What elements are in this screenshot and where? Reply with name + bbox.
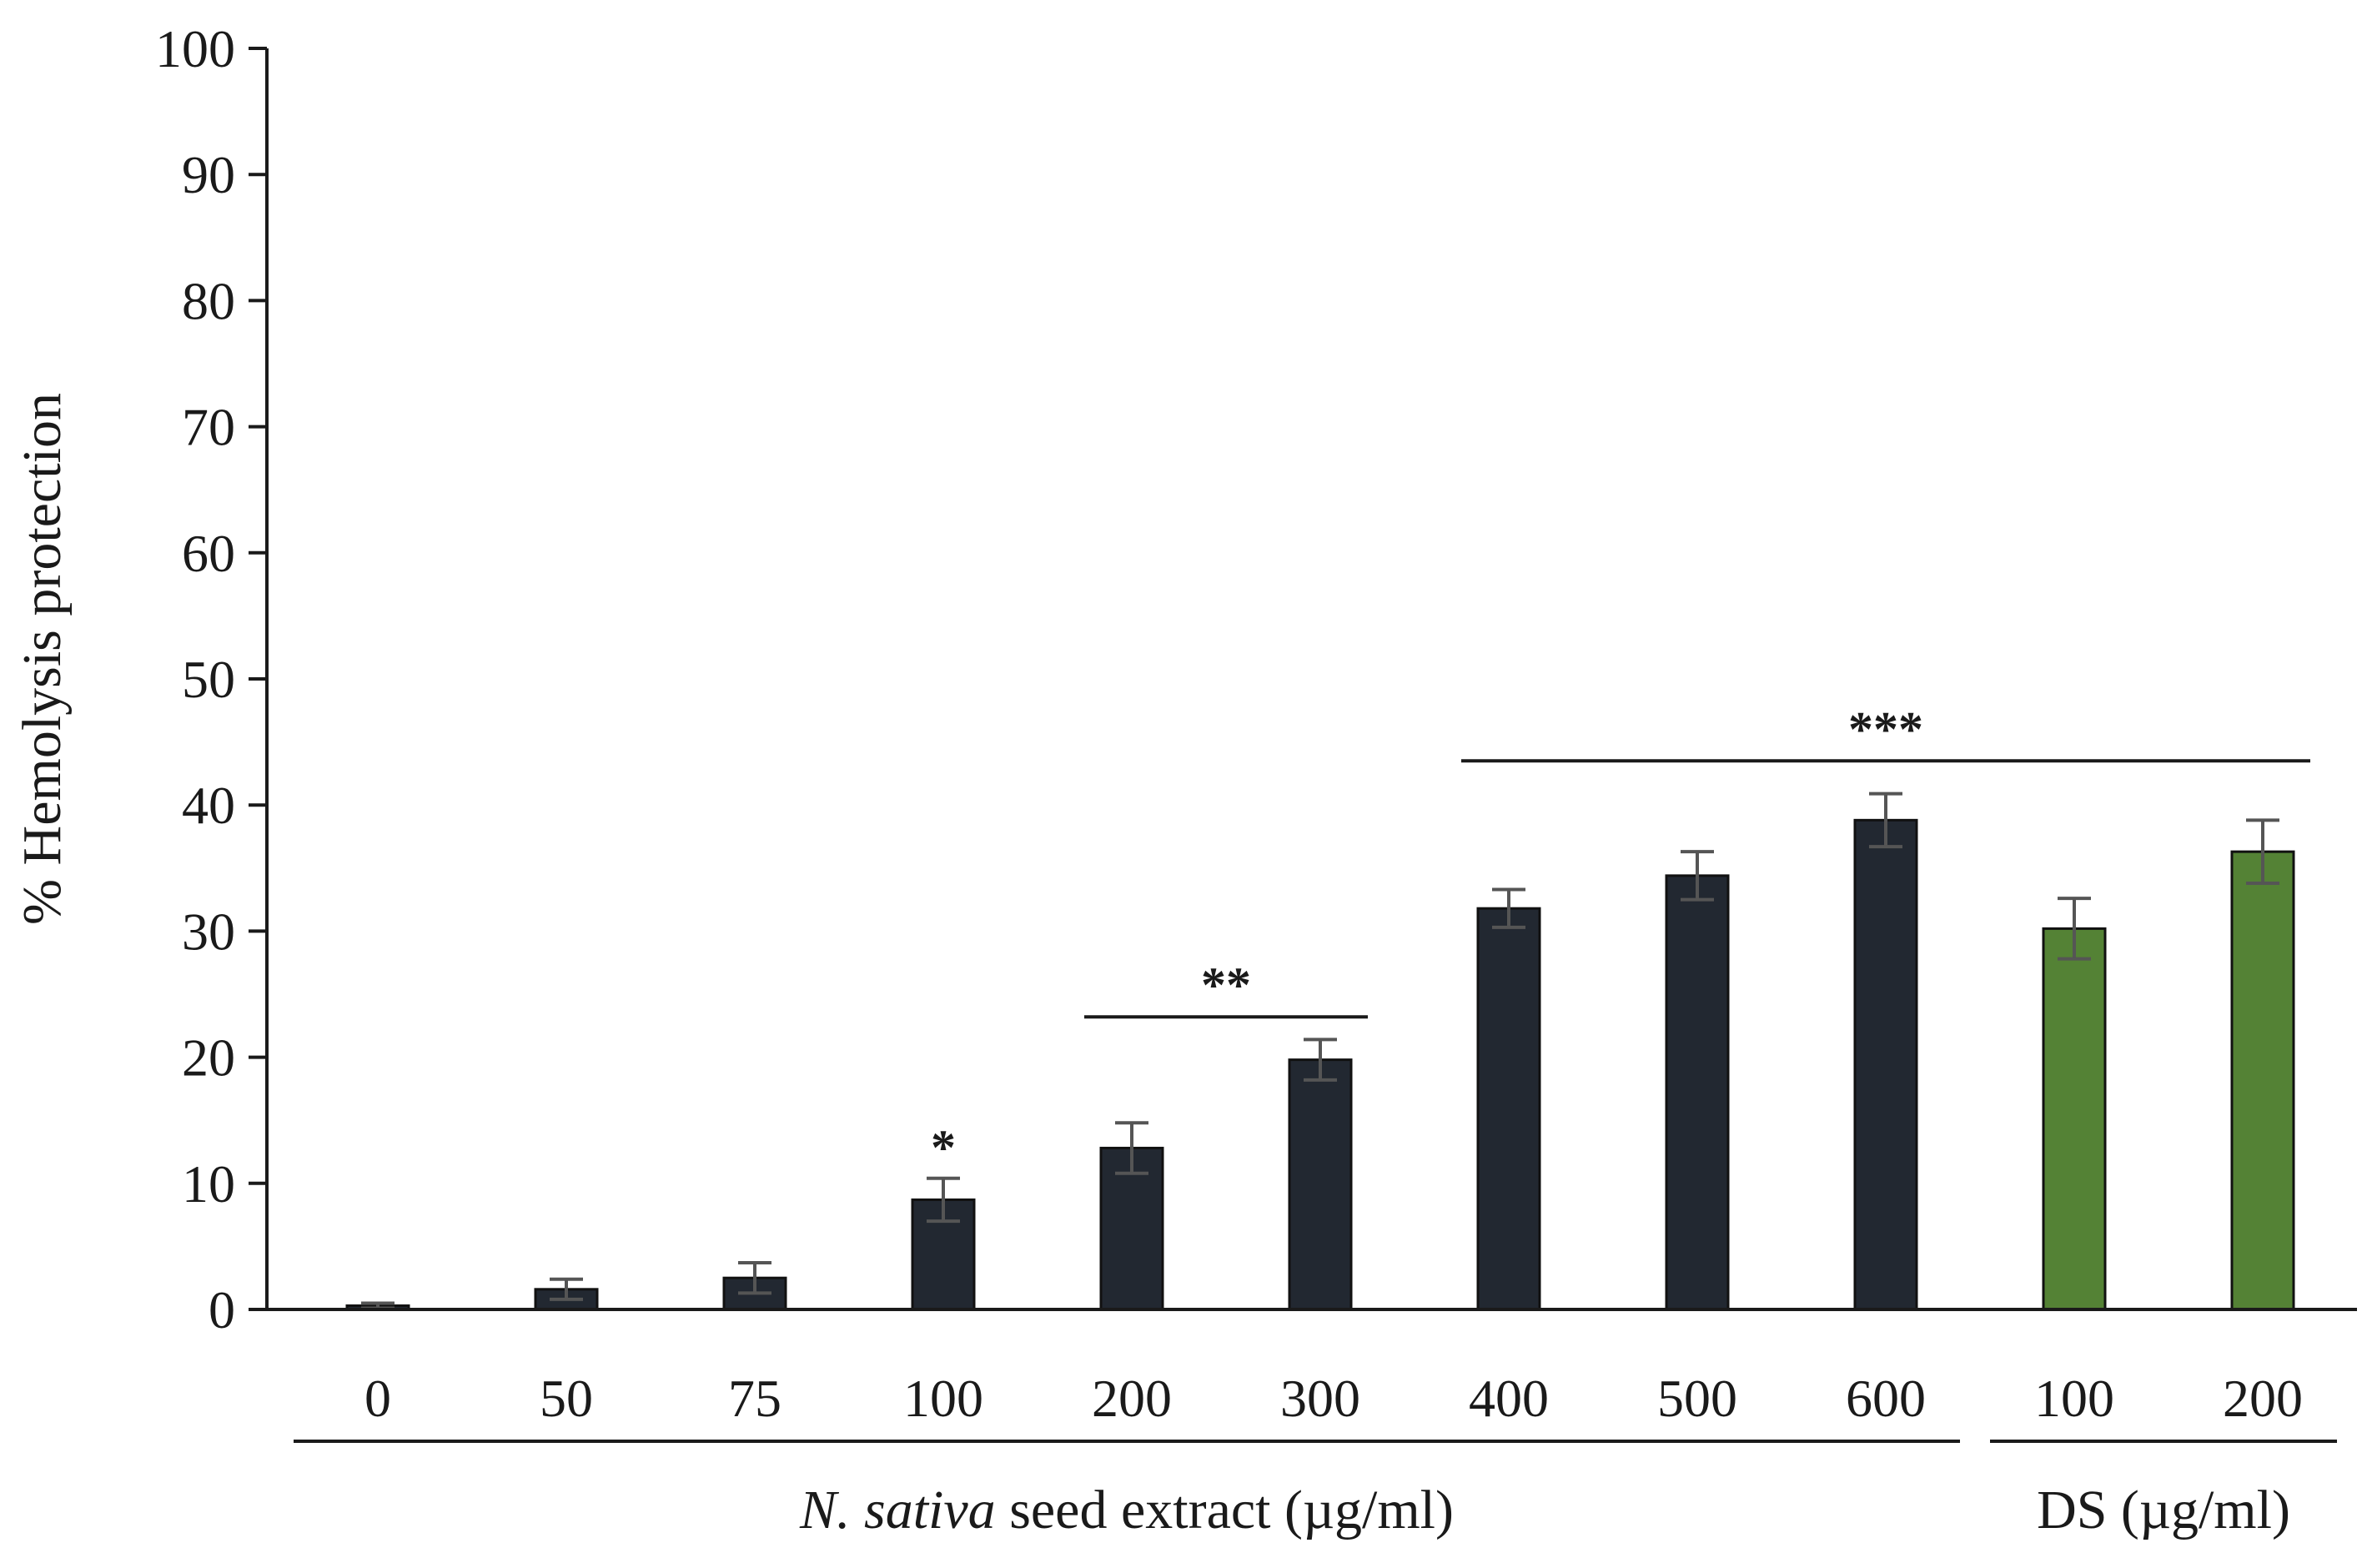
y-tick-label: 10 [182, 1154, 235, 1214]
significance-label: * [931, 1120, 956, 1175]
y-tick-label: 50 [182, 650, 235, 709]
bar [2042, 927, 2107, 1311]
bars [345, 818, 2295, 1311]
x-tick-label: 200 [2223, 1369, 2303, 1428]
group-label: N. sativa seed extract (µg/ml) [799, 1480, 1454, 1540]
x-tick-label: 100 [903, 1369, 983, 1428]
x-axis: 0 50 75 100 200 300 400 500 600 100 200 [267, 1308, 2357, 1428]
x-tick-label: 50 [540, 1369, 593, 1428]
bar [1288, 1058, 1353, 1311]
significance-label: ** [1201, 957, 1251, 1013]
x-tick-label: 75 [728, 1369, 781, 1428]
x-tick-label: 400 [1469, 1369, 1549, 1428]
bar [1665, 874, 1730, 1311]
x-tick-label: 600 [1846, 1369, 1926, 1428]
y-tick-label: 60 [182, 524, 235, 583]
y-axis: 0 10 20 30 40 50 60 70 80 90 100 [155, 19, 269, 1339]
y-tick-label: 30 [182, 902, 235, 961]
significance-annotations: ****** [931, 701, 2310, 1175]
x-tick-label: 0 [364, 1369, 391, 1428]
y-tick-label: 100 [155, 19, 235, 78]
y-tick-label: 20 [182, 1028, 235, 1088]
bar [1476, 907, 1541, 1311]
x-tick-label: 500 [1657, 1369, 1737, 1428]
x-tick-label: 300 [1280, 1369, 1360, 1428]
y-tick-label: 70 [182, 398, 235, 457]
group-label-text: DS (µg/ml) [2037, 1480, 2290, 1540]
y-tick-label: 90 [182, 145, 235, 204]
bar [2230, 850, 2295, 1311]
y-tick-label: 0 [209, 1280, 235, 1339]
y-tick-label: 40 [182, 776, 235, 835]
x-tick-label: 200 [1092, 1369, 1172, 1428]
y-tick-label: 80 [182, 271, 235, 330]
group-label-text: seed extract (µg/ml) [1009, 1480, 1454, 1540]
group-label-italic: N. sativa [799, 1480, 1009, 1540]
significance-label: *** [1848, 701, 1923, 756]
y-axis-title: % Hemolysis protection [12, 393, 73, 925]
group-label: DS (µg/ml) [2037, 1480, 2290, 1540]
group-labels: N. sativa seed extract (µg/ml) DS (µg/ml) [294, 1440, 2337, 1540]
error-bars [361, 792, 2279, 1310]
x-tick-label: 100 [2034, 1369, 2114, 1428]
bar [1853, 818, 1918, 1311]
